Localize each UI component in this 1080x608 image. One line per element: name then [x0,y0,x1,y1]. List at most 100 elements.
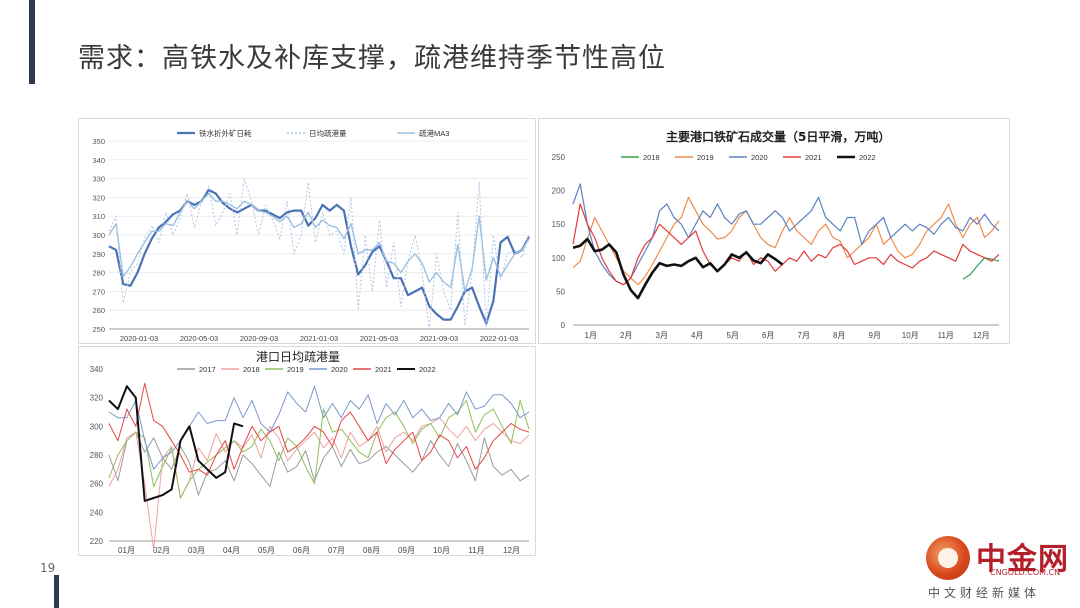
x-tick-label: 1月 [585,331,597,340]
x-tick-label: 9月 [869,331,881,340]
bottom-accent-bar [54,575,59,608]
y-tick-label: 270 [92,287,105,296]
y-axis-ticks: 0 50 100 150 200 250 [552,153,566,330]
legend-label: 2022 [859,153,876,162]
y-tick-label: 280 [92,269,105,278]
y-axis-ticks: 250 260 270 280 290 300 310 320 330 340 350 [92,137,105,334]
series-line-日均疏港量 [108,178,530,330]
legend-label: 2018 [243,365,260,374]
legend-label: 2017 [199,365,216,374]
legend-label: 2019 [697,153,714,162]
y-tick-label: 240 [90,508,104,517]
logo-name: 中金网 [976,542,1069,577]
x-tick-label: 05月 [258,546,275,555]
logo-emblem-icon [926,536,970,580]
x-tick-label: 12月 [503,546,520,555]
y-tick-label: 330 [92,175,105,184]
chart-port-trade: 0 50 100 150 200 250 1月 2月 3月 4月 5月 6月 7月 8月 9月 10月 11月 1… [538,118,1010,344]
legend-label: 2020 [331,365,348,374]
y-tick-label: 200 [552,187,566,196]
y-axis-ticks: 220 240 260 280 300 320 340 [90,365,104,546]
y-tick-label: 250 [92,325,105,334]
y-tick-label: 310 [92,212,105,221]
series-line-2022 [572,237,784,300]
y-tick-label: 290 [92,250,105,259]
port-evacuation-chart-title: 港口日均疏港量 [256,350,341,364]
legend-label: 2020 [751,153,768,162]
x-tick-label: 08月 [363,546,380,555]
series-line-2020 [572,183,1000,286]
y-tick-label: 320 [92,193,105,202]
y-tick-label: 220 [90,537,104,546]
y-tick-label: 260 [92,306,105,315]
x-tick-label: 10月 [433,546,450,555]
x-tick-label: 07月 [328,546,345,555]
page-number: 19 [40,561,56,575]
series-line-疏港MA3 [108,192,530,293]
chart-panel-steel-demand: 250 260 270 280 290 300 310 320 330 340 350 2020-01… [78,118,536,344]
x-tick-label: 5月 [727,331,739,340]
x-tick-label: 09月 [398,546,415,555]
legend-label: 2018 [643,153,660,162]
x-tick-label: 01月 [118,546,135,555]
x-tick-label: 2022-01-03 [480,334,518,343]
chart-steel-demand: 250 260 270 280 290 300 310 320 330 340 350 2020-01… [78,118,536,344]
x-tick-label: 06月 [293,546,310,555]
x-tick-label: 2021-01-03 [300,334,338,343]
x-tick-label: 10月 [902,331,919,340]
y-tick-label: 260 [90,480,104,489]
x-tick-label: 2020-05-03 [180,334,218,343]
series-line-2020 [108,385,530,470]
x-tick-label: 04月 [223,546,240,555]
legend-label: 铁水折外矿日耗 [199,128,252,138]
left-accent-bar [29,0,35,84]
chart-port-evacuation: 220 240 260 280 300 320 340 01月 02月 03月 04月 05月 06月 0… [78,346,536,556]
y-tick-label: 300 [90,422,104,431]
x-tick-label: 12月 [973,331,990,340]
logo-url: CNGOLD.COM.CN [990,568,1061,577]
slide-title: 需求：高铁水及补库支撑，疏港维持季节性高位 [78,43,666,74]
x-tick-label: 7月 [798,331,810,340]
x-tick-label: 11月 [938,331,954,340]
y-tick-label: 350 [92,137,105,146]
x-tick-label: 03月 [188,546,205,555]
legend-label: 日均疏港量 [309,128,347,138]
brand-logo: 中金网 CNGOLD.COM.CN 中文财经新媒体 [918,530,1068,602]
port-trade-chart-title: 主要港口铁矿石成交量（5日平滑，万吨） [666,130,891,144]
y-tick-label: 300 [92,231,105,240]
legend-label: 2021 [805,153,822,162]
series-line-2021 [108,382,530,476]
y-tick-label: 50 [556,287,565,296]
x-tick-label: 11月 [468,546,484,555]
legend-label: 2021 [375,365,392,374]
x-tick-label: 4月 [691,331,703,340]
logo-subtitle: 中文财经新媒体 [928,586,1041,600]
y-tick-label: 280 [90,451,104,460]
x-tick-label: 8月 [833,331,845,340]
y-tick-label: 340 [92,156,105,165]
legend-label: 疏港MA3 [419,128,449,138]
series-line-2018 [962,257,1000,280]
x-tick-label: 02月 [153,546,170,555]
legend-label: 2019 [287,365,304,374]
x-tick-label: 2021-05-03 [360,334,398,343]
y-tick-label: 150 [552,220,566,229]
x-tick-label: 2020-09-03 [240,334,278,343]
y-tick-label: 0 [561,321,566,330]
series-line-2022 [108,385,244,502]
chart-panel-port-evacuation: 220 240 260 280 300 320 340 01月 02月 03月 04月 05月 06月 0… [78,346,536,556]
y-tick-label: 250 [552,153,566,162]
x-tick-label: 3月 [656,331,668,340]
series-line-2019 [572,196,1000,286]
y-tick-label: 340 [90,365,104,374]
x-tick-label: 6月 [762,331,774,340]
series-line-2021 [572,203,1000,286]
y-tick-label: 320 [90,394,104,403]
x-tick-label: 2021-09-03 [420,334,458,343]
chart-panel-port-trade: 0 50 100 150 200 250 1月 2月 3月 4月 5月 6月 7月 8月 9月 10月 11月 1… [538,118,1010,344]
x-tick-label: 2月 [620,331,632,340]
legend-label: 2022 [419,365,436,374]
x-tick-label: 2020-01-03 [120,334,158,343]
y-tick-label: 100 [552,254,566,263]
series-line-铁水折外矿日耗 [108,188,530,325]
